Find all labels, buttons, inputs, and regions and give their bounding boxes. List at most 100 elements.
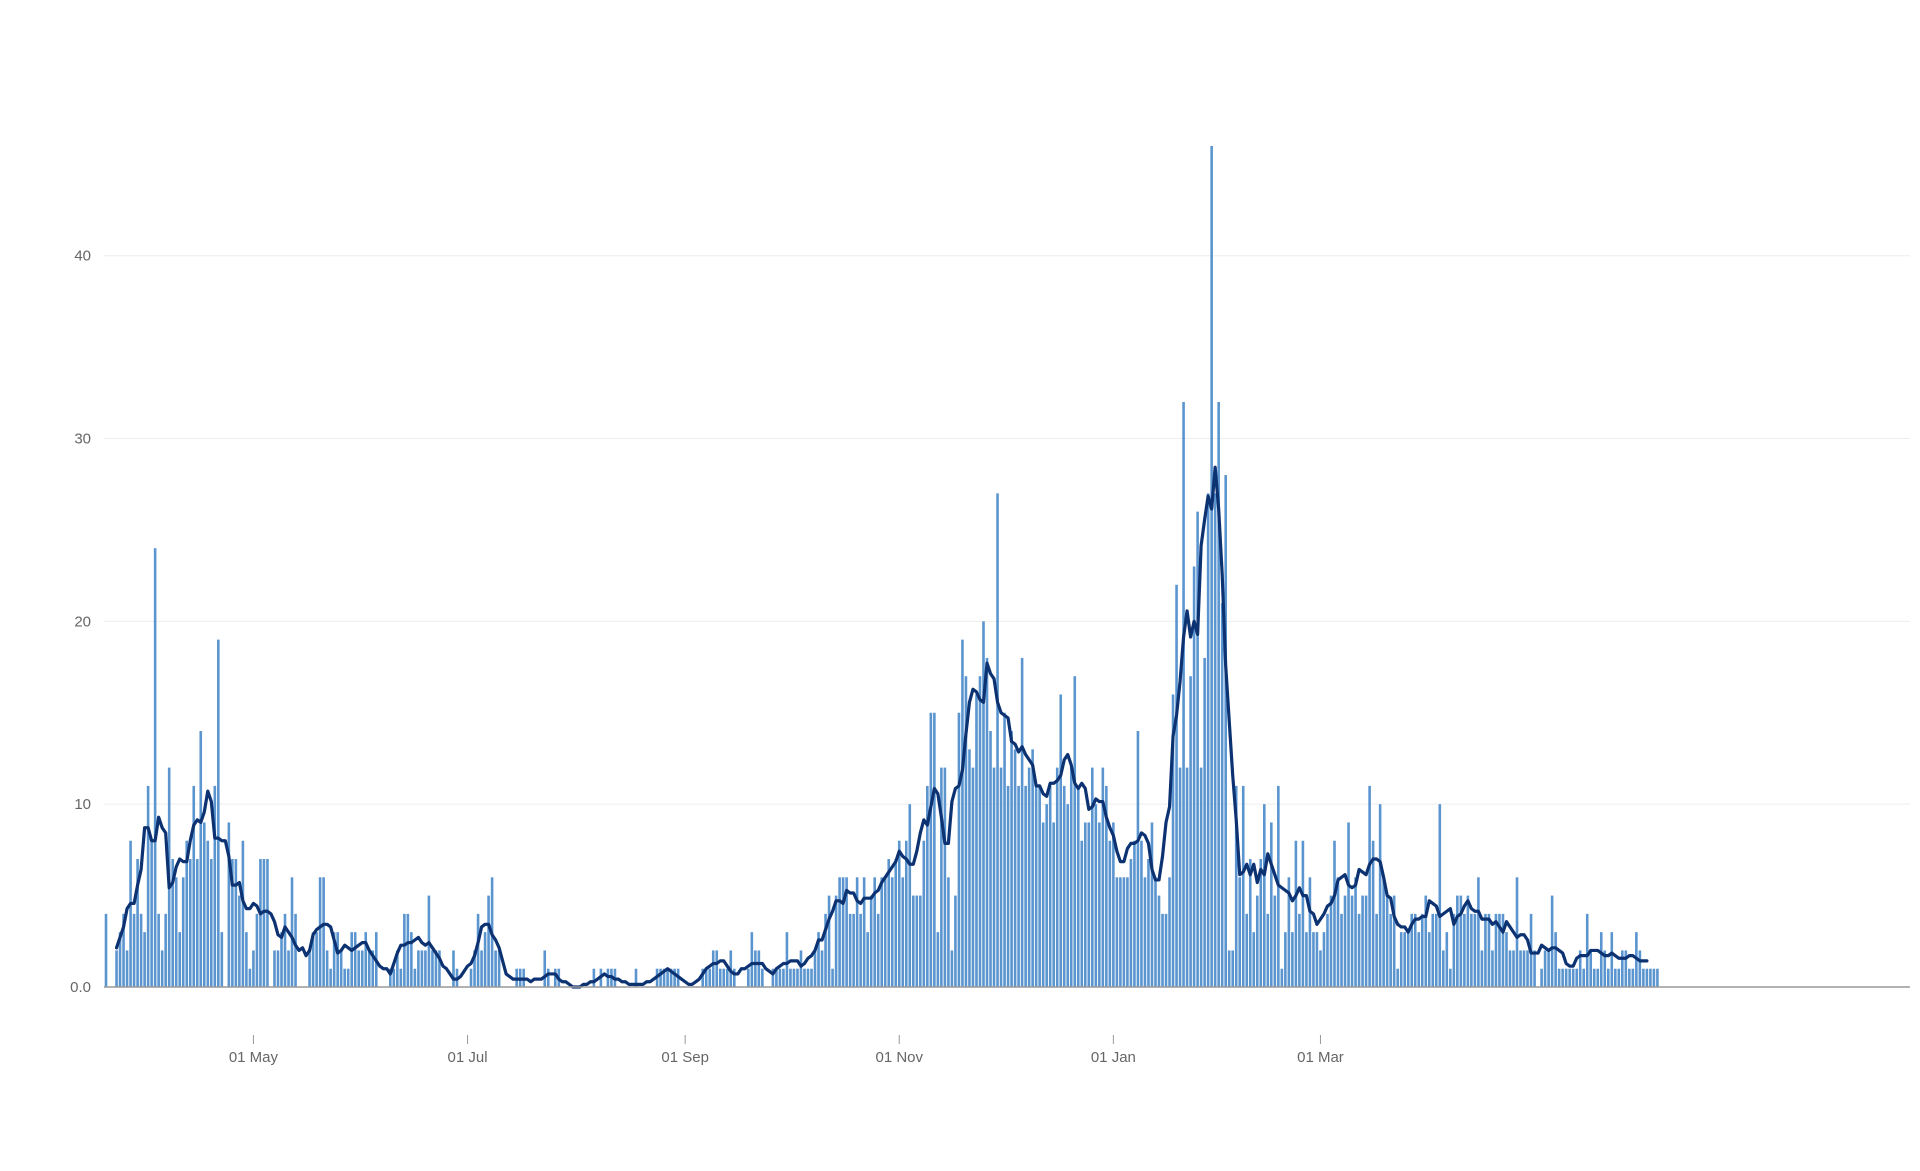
bar — [497, 950, 501, 987]
bar — [248, 968, 252, 987]
bar — [1171, 694, 1175, 987]
bar — [1361, 895, 1364, 987]
bar — [961, 639, 964, 987]
bar — [1270, 822, 1273, 987]
bar — [164, 913, 167, 987]
bar — [757, 950, 761, 987]
bar — [722, 968, 726, 987]
bar — [1371, 840, 1375, 987]
x-tick-label: 01 Sep — [661, 1049, 709, 1066]
bar — [1161, 913, 1164, 987]
bar — [1301, 840, 1305, 987]
bar — [1006, 785, 1010, 987]
bar — [1020, 657, 1024, 987]
bar — [364, 932, 368, 987]
bar — [880, 877, 884, 987]
bar — [796, 968, 799, 987]
bar — [1192, 566, 1196, 987]
bar — [1322, 932, 1326, 987]
bar — [1133, 840, 1136, 987]
bar — [139, 913, 143, 987]
bar — [1241, 785, 1245, 987]
x-tick-label: 01 Nov — [875, 1049, 923, 1066]
bar — [1582, 968, 1586, 987]
bar — [957, 712, 961, 987]
bar — [1119, 877, 1122, 987]
bar — [1101, 767, 1105, 987]
bar — [1420, 913, 1424, 987]
bar — [1463, 913, 1466, 987]
bar — [178, 932, 182, 987]
bar — [1220, 603, 1224, 987]
bar — [483, 932, 487, 987]
bar — [1392, 895, 1396, 987]
bar — [1403, 932, 1406, 987]
bar — [543, 950, 547, 987]
bar — [255, 913, 259, 987]
bar — [1427, 932, 1431, 987]
bar — [1105, 785, 1108, 987]
bar — [1168, 877, 1171, 987]
bar — [711, 950, 715, 987]
bar — [1540, 968, 1543, 987]
bar — [350, 932, 353, 987]
bar — [192, 785, 196, 987]
bar — [1055, 767, 1059, 987]
bar — [1069, 767, 1073, 987]
bar — [659, 968, 662, 987]
bar — [827, 895, 831, 987]
bar — [195, 859, 199, 987]
bar — [1498, 913, 1501, 987]
bar — [1052, 822, 1055, 987]
bar — [118, 932, 122, 987]
bar — [1080, 840, 1084, 987]
y-tick-label: 0.0 — [70, 979, 91, 996]
bar — [1287, 877, 1291, 987]
bar — [329, 968, 332, 987]
bar — [413, 968, 417, 987]
bar — [1210, 146, 1213, 987]
bar — [276, 950, 280, 987]
bar — [420, 950, 424, 987]
bar — [146, 785, 150, 987]
bar — [975, 694, 978, 987]
bar — [831, 968, 834, 987]
bar — [136, 859, 139, 987]
bar — [1326, 913, 1329, 987]
bar — [1231, 950, 1235, 987]
bar — [143, 932, 146, 987]
bar — [185, 840, 189, 987]
bar — [308, 950, 311, 987]
bar — [968, 749, 971, 987]
bar — [1642, 968, 1645, 987]
bar — [1248, 859, 1252, 987]
bar — [792, 968, 796, 987]
bar — [1477, 877, 1480, 987]
bar — [1399, 932, 1403, 987]
bar — [834, 895, 838, 987]
bar — [1431, 913, 1435, 987]
bar — [1164, 913, 1168, 987]
bar — [1041, 822, 1045, 987]
gridlines — [104, 255, 1910, 805]
bar — [1266, 913, 1270, 987]
bar — [1076, 785, 1080, 987]
bar — [1449, 968, 1452, 987]
bar — [859, 913, 862, 987]
bar — [1413, 913, 1417, 987]
bar — [1185, 767, 1189, 987]
bar — [862, 877, 866, 987]
bar — [389, 968, 392, 987]
bar — [245, 932, 248, 987]
bar — [1238, 877, 1242, 987]
bar — [406, 913, 410, 987]
bar — [922, 840, 926, 987]
bar — [1045, 804, 1048, 987]
bar — [1456, 895, 1459, 987]
bar — [1543, 950, 1547, 987]
bar — [662, 968, 666, 987]
bar — [1126, 877, 1129, 987]
bar — [1245, 913, 1249, 987]
bar — [1308, 877, 1312, 987]
